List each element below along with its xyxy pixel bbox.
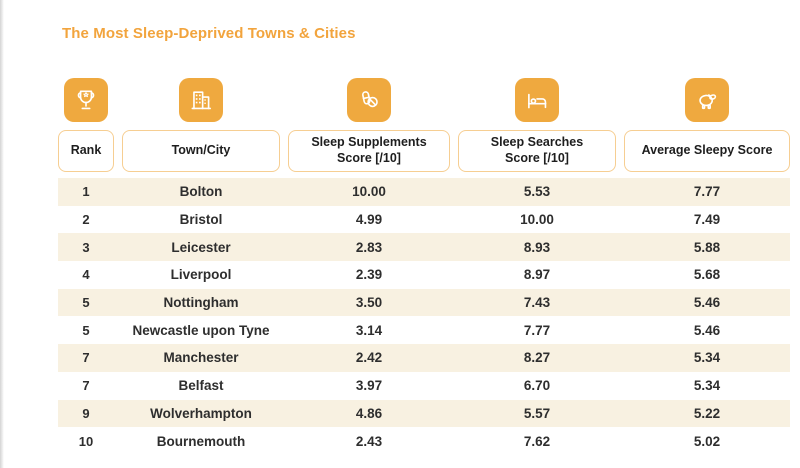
table-row: 5 Newcastle upon Tyne 3.14 7.77 5.46	[58, 316, 790, 344]
header-rank: Rank	[58, 130, 114, 172]
header-sleep-searches: Sleep Searches Score [/10]	[458, 130, 616, 172]
rank-cell: 7	[82, 350, 90, 366]
town-cell: Bolton	[179, 184, 223, 200]
supplements-score-cell: 2.83	[355, 239, 383, 255]
bed-icon	[515, 78, 559, 122]
average-score-cell: 5.34	[693, 378, 721, 394]
table-row: 5 Nottingham 3.50 7.43 5.46	[58, 288, 790, 317]
supplements-score-cell: 4.86	[355, 405, 383, 421]
page-title: The Most Sleep-Deprived Towns & Cities	[62, 25, 356, 42]
table-header-row: Rank Town/City Sleep Supplements Score […	[58, 130, 790, 172]
sleep-table: Rank Town/City Sleep Supplements Score […	[58, 78, 790, 455]
icon-row	[58, 78, 790, 122]
supplements-score-cell: 2.43	[355, 433, 383, 449]
sheep-icon	[685, 78, 729, 122]
rank-cell: 3	[82, 239, 90, 255]
table-row: 4 Liverpool 2.39 8.97 5.68	[58, 261, 790, 289]
supplements-score-cell: 2.39	[355, 267, 383, 283]
header-sleep-supplements: Sleep Supplements Score [/10]	[288, 130, 450, 172]
searches-score-cell: 5.57	[523, 405, 551, 421]
supplements-score-cell: 3.50	[355, 295, 383, 311]
header-average-sleepy-score: Average Sleepy Score	[624, 130, 790, 172]
average-score-cell: 5.46	[693, 295, 721, 311]
supplements-score-cell: 3.14	[355, 322, 383, 338]
city-buildings-icon	[179, 78, 223, 122]
table-row: 7 Belfast 3.97 6.70 5.34	[58, 372, 790, 400]
rank-cell: 2	[82, 212, 90, 228]
table-row: 9 Wolverhampton 4.86 5.57 5.22	[58, 399, 790, 428]
table-body: 1 Bolton 10.00 5.53 7.77 2 Bristol 4.99 …	[58, 178, 790, 455]
average-score-cell: 5.88	[693, 239, 721, 255]
rank-cell: 4	[82, 267, 90, 283]
supplements-score-cell: 10.00	[352, 184, 386, 200]
average-score-cell: 5.68	[693, 267, 721, 283]
searches-score-cell: 5.53	[523, 184, 551, 200]
rank-cell: 1	[82, 184, 90, 200]
supplements-score-cell: 3.97	[355, 378, 383, 394]
table-row: 7 Manchester 2.42 8.27 5.34	[58, 344, 790, 372]
town-cell: Belfast	[178, 378, 224, 394]
rank-cell: 9	[82, 405, 90, 421]
searches-score-cell: 8.27	[523, 350, 551, 366]
town-cell: Nottingham	[163, 295, 239, 311]
searches-score-cell: 7.62	[523, 433, 551, 449]
average-score-cell: 7.49	[693, 212, 721, 228]
searches-score-cell: 8.93	[523, 239, 551, 255]
supplements-score-cell: 4.99	[355, 212, 383, 228]
page-edge-shadow	[0, 0, 4, 468]
trophy-icon	[64, 78, 108, 122]
searches-score-cell: 6.70	[523, 378, 551, 394]
searches-score-cell: 8.97	[523, 267, 551, 283]
table-row: 2 Bristol 4.99 10.00 7.49	[58, 206, 790, 234]
searches-score-cell: 10.00	[520, 212, 554, 228]
rank-cell: 7	[82, 378, 90, 394]
table-row: 1 Bolton 10.00 5.53 7.77	[58, 178, 790, 206]
town-cell: Bournemouth	[156, 433, 246, 449]
average-score-cell: 5.34	[693, 350, 721, 366]
table-row: 3 Leicester 2.83 8.93 5.88	[58, 233, 790, 262]
sleeping-pills-icon	[347, 78, 391, 122]
table-row: 10 Bournemouth 2.43 7.62 5.02	[58, 427, 790, 455]
average-score-cell: 7.77	[693, 184, 721, 200]
average-score-cell: 5.22	[693, 405, 721, 421]
town-cell: Liverpool	[170, 267, 232, 283]
town-cell: Wolverhampton	[150, 405, 252, 421]
town-cell: Manchester	[163, 350, 239, 366]
rank-cell: 5	[82, 295, 90, 311]
average-score-cell: 5.02	[693, 433, 721, 449]
header-town-city: Town/City	[122, 130, 280, 172]
searches-score-cell: 7.77	[523, 322, 551, 338]
searches-score-cell: 7.43	[523, 295, 551, 311]
supplements-score-cell: 2.42	[355, 350, 383, 366]
rank-cell: 10	[78, 433, 94, 449]
rank-cell: 5	[82, 322, 90, 338]
town-cell: Newcastle upon Tyne	[132, 322, 270, 338]
town-cell: Leicester	[171, 239, 231, 255]
average-score-cell: 5.46	[693, 322, 721, 338]
town-cell: Bristol	[179, 212, 223, 228]
